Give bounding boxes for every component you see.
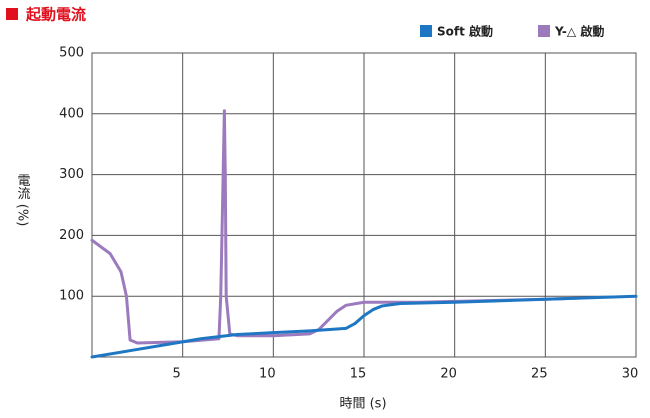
x-tick-label: 10 <box>259 367 276 382</box>
legend-swatch <box>420 25 432 37</box>
series-line <box>90 109 584 345</box>
y-axis-label: 電流 (%) <box>15 174 31 227</box>
legend-label: Y-△ 啟動 <box>554 24 604 39</box>
x-tick-label: 15 <box>350 367 367 382</box>
series-line <box>90 294 638 359</box>
x-tick-label: 25 <box>531 367 548 382</box>
y-tick-label: 400 <box>59 106 84 121</box>
chart-title: 起動電流 <box>25 6 86 24</box>
y-tick-label: 300 <box>59 167 84 182</box>
x-tick-label: 20 <box>440 367 457 382</box>
y-tick-label: 100 <box>59 289 84 304</box>
x-axis-label: 時間 (s) <box>339 397 386 412</box>
title-marker <box>6 8 18 20</box>
x-tick-label: 30 <box>622 367 639 382</box>
y-tick-label: 500 <box>59 46 84 61</box>
x-tick-label: 5 <box>173 367 181 382</box>
y-tick-label: 200 <box>59 228 84 243</box>
legend-label: Soft 啟動 <box>437 24 493 39</box>
legend-swatch <box>538 25 550 37</box>
